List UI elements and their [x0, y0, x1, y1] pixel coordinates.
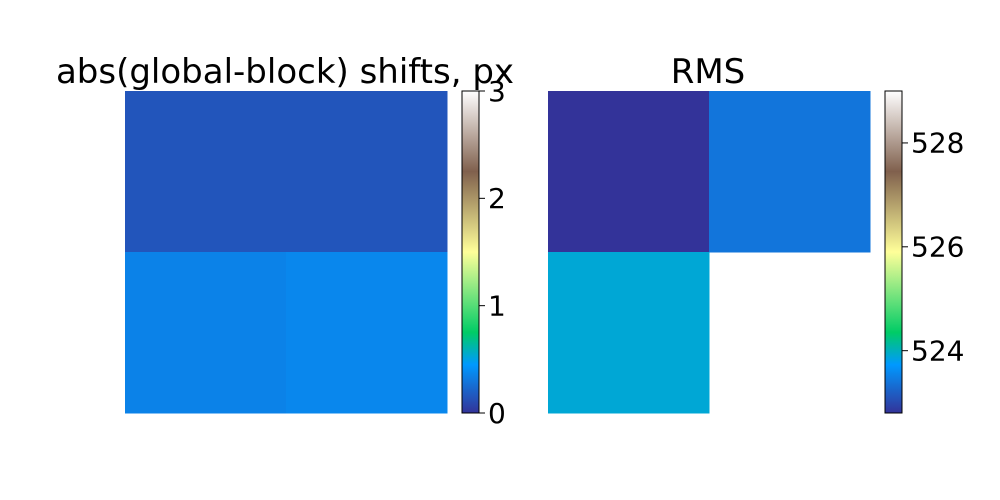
shifts-colorbar-tick-label: 1 — [488, 289, 506, 322]
rms-heatmap — [548, 91, 871, 414]
shifts-colorbar-gradient — [461, 90, 480, 414]
rms-panel: RMS 524 526 528 — [548, 52, 964, 414]
shifts-cell-r1-c1 — [286, 252, 448, 414]
shifts-cell-r0-c0 — [125, 91, 287, 253]
shifts-colorbar: 0 1 2 3 — [461, 75, 506, 430]
shifts-colorbar-tick-label: 0 — [488, 397, 506, 430]
rms-cell-r1-c0 — [548, 252, 710, 414]
shifts-heatmap — [125, 91, 448, 414]
rms-cell-r0-c0 — [548, 91, 710, 253]
shifts-colorbar-tick-label: 3 — [488, 75, 506, 108]
shifts-cell-r0-c1 — [286, 91, 448, 253]
rms-colorbar-tick-label: 528 — [911, 127, 964, 160]
rms-colorbar-gradient — [884, 90, 903, 414]
rms-colorbar-tick-label: 526 — [911, 231, 964, 264]
rms-colorbar: 524 526 528 — [884, 90, 964, 414]
rms-cell-r0-c1 — [709, 91, 871, 253]
shifts-panel: abs(global-block) shifts, px 0 1 2 3 — [56, 52, 514, 430]
rms-title: RMS — [671, 52, 746, 92]
rms-colorbar-tick-label: 524 — [911, 334, 964, 367]
shifts-colorbar-tick-label: 2 — [488, 182, 506, 215]
rms-colorbar-ticks: 524 526 528 — [902, 127, 964, 367]
shifts-cell-r1-c0 — [125, 252, 287, 414]
shifts-colorbar-ticks: 0 1 2 3 — [479, 75, 506, 430]
shifts-title: abs(global-block) shifts, px — [56, 52, 514, 92]
